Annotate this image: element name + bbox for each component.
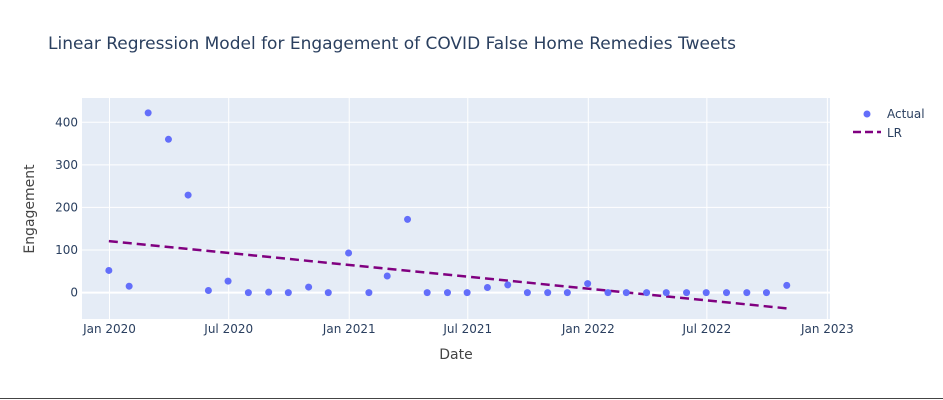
x-tick-label: Jan 2023	[800, 322, 854, 336]
x-tick-label: Jan 2020	[82, 322, 136, 336]
x-tick-label: Jan 2022	[561, 322, 615, 336]
data-point[interactable]	[504, 281, 512, 289]
y-tick-label: 200	[55, 200, 78, 214]
data-point[interactable]	[204, 286, 212, 294]
data-point[interactable]	[383, 272, 391, 280]
data-point[interactable]	[324, 289, 332, 297]
data-point[interactable]	[265, 288, 273, 296]
data-point[interactable]	[423, 289, 431, 297]
data-point[interactable]	[144, 109, 152, 117]
data-point[interactable]	[584, 280, 592, 288]
y-tick-label: 100	[55, 243, 78, 257]
data-point[interactable]	[622, 289, 630, 297]
chart-title: Linear Regression Model for Engagement o…	[48, 34, 736, 54]
data-point[interactable]	[683, 289, 691, 297]
data-point[interactable]	[702, 289, 710, 297]
data-point[interactable]	[563, 289, 571, 297]
data-point[interactable]	[443, 289, 451, 297]
data-point[interactable]	[643, 289, 651, 297]
data-point[interactable]	[544, 289, 552, 297]
data-point[interactable]	[604, 289, 612, 297]
legend-marker-actual	[863, 110, 871, 118]
data-point[interactable]	[743, 289, 751, 297]
y-axis-title: Engagement	[22, 164, 38, 254]
y-axis-ticks: 0 100 200 300 400	[55, 115, 78, 299]
lr-line	[108, 239, 787, 310]
x-tick-label: Jan 2021	[322, 322, 376, 336]
actual-series	[105, 109, 791, 297]
data-point[interactable]	[365, 289, 373, 297]
data-point[interactable]	[184, 191, 192, 199]
data-point[interactable]	[662, 289, 670, 297]
data-point[interactable]	[483, 283, 491, 291]
y-tick-label: 400	[55, 115, 78, 129]
data-point[interactable]	[723, 289, 731, 297]
data-point[interactable]	[105, 266, 113, 274]
legend-item-lr[interactable]: LR	[853, 126, 902, 140]
data-point[interactable]	[305, 283, 313, 291]
data-point[interactable]	[164, 135, 172, 143]
data-point[interactable]	[125, 282, 133, 290]
legend: Actual LR	[853, 107, 925, 140]
data-point[interactable]	[463, 289, 471, 297]
plot-area	[82, 98, 830, 319]
y-tick-label: 300	[55, 158, 78, 172]
y-tick-label: 0	[70, 286, 78, 300]
lr-series	[108, 239, 787, 310]
data-point[interactable]	[783, 281, 791, 289]
x-tick-label: Jul 2021	[442, 322, 492, 336]
x-tick-label: Jul 2022	[681, 322, 731, 336]
x-axis-title: Date	[439, 347, 472, 363]
data-point[interactable]	[404, 215, 412, 223]
data-point[interactable]	[244, 289, 252, 297]
legend-label-lr: LR	[887, 126, 902, 140]
legend-label-actual: Actual	[887, 107, 925, 121]
data-point[interactable]	[224, 277, 232, 285]
data-point[interactable]	[523, 289, 531, 297]
legend-item-actual[interactable]: Actual	[863, 107, 925, 121]
data-point[interactable]	[284, 289, 292, 297]
data-point[interactable]	[345, 249, 353, 257]
data-point[interactable]	[762, 289, 770, 297]
x-tick-label: Jul 2020	[203, 322, 253, 336]
x-axis-ticks: Jan 2020 Jul 2020 Jan 2021 Jul 2021 Jan 2022…	[82, 322, 854, 336]
